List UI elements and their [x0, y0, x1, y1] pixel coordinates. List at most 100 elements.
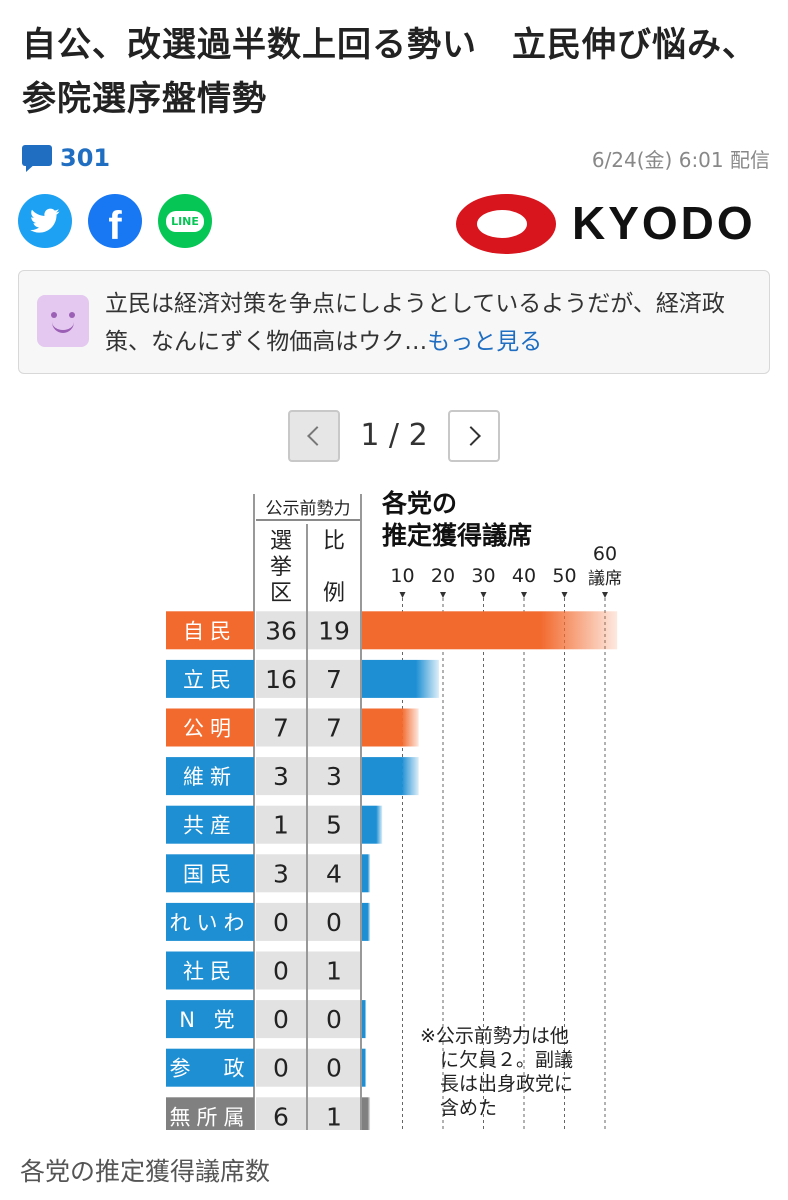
party-name: 共産 [183, 814, 237, 838]
party-name: 維新 [183, 765, 237, 789]
party-label-cell [166, 951, 254, 990]
prev-image-button[interactable] [288, 410, 340, 462]
party-label-cell [166, 1048, 254, 1087]
hirei-seats: 19 [318, 616, 350, 645]
party-name: 立民 [183, 668, 237, 692]
estimate-bar [362, 611, 618, 650]
read-more-link[interactable]: もっと見る [427, 329, 543, 355]
chart-title-line2: 推定獲得議席 [382, 521, 532, 550]
party-name: 無所属 [170, 1105, 251, 1129]
chart-note-line: ※公示前勢力は他 [420, 1025, 569, 1047]
estimate-bar [362, 757, 419, 796]
senkyoku-seats: 0 [273, 1005, 289, 1034]
hirei-seats: 0 [326, 1054, 342, 1083]
party-name: N 党 [179, 1008, 240, 1032]
header-group-label: 公示前勢力 [266, 499, 351, 519]
header-col-senkyoku-char: 挙 [270, 555, 292, 580]
party-name: 社民 [183, 960, 237, 984]
chevron-right-icon [461, 426, 481, 446]
estimate-bar [362, 1000, 367, 1039]
seat-cell [308, 1048, 360, 1087]
seat-cell [256, 1097, 306, 1130]
axis-unit-label: 議席 [588, 569, 622, 589]
party-label-cell [166, 1097, 254, 1130]
estimate-bar [362, 708, 419, 747]
summary-text: 立民は経済対策を争点にしようとしているようだが、経済政策、なんにずく物価高はウク… [105, 285, 755, 361]
seat-cell [256, 1048, 306, 1087]
senkyoku-seats: 3 [273, 762, 289, 791]
seat-cell [256, 805, 306, 844]
estimate-bar [362, 659, 439, 698]
facebook-share-button[interactable]: f [88, 194, 142, 248]
estimate-bar [362, 902, 371, 941]
header-col-hirei-char: 例 [323, 581, 345, 606]
seat-cell [256, 854, 306, 893]
seat-cell [308, 708, 360, 747]
hirei-seats: 7 [326, 665, 342, 694]
seat-cell [308, 805, 360, 844]
axis-tick-label: 40 [512, 565, 536, 587]
senkyoku-seats: 36 [265, 616, 297, 645]
comment-icon [22, 145, 52, 172]
hirei-seats: 7 [326, 714, 342, 743]
header-col-hirei-char: 比 [323, 529, 345, 554]
axis-tick-label: 30 [471, 565, 495, 587]
twitter-share-button[interactable] [18, 194, 72, 248]
header-col-senkyoku-char: 区 [270, 581, 292, 606]
kyodo-mark-icon [456, 194, 556, 254]
senkyoku-seats: 3 [273, 859, 289, 888]
line-share-button[interactable]: LINE [158, 194, 212, 248]
chart-note-line: 長は出身政党に [440, 1073, 573, 1095]
publish-date: 6/24(金) 6:01 配信 [591, 148, 770, 172]
chart-note-line: 含めた [440, 1097, 497, 1119]
image-pager: 1 / 2 [288, 410, 500, 462]
comment-link[interactable]: 301 [22, 142, 110, 174]
party-label-cell [166, 1000, 254, 1039]
senkyoku-seats: 7 [273, 714, 289, 743]
seat-cell [308, 951, 360, 990]
publisher-name: KYODO [572, 197, 756, 249]
seat-cell [256, 951, 306, 990]
axis-tick-label: 50 [552, 565, 576, 587]
seat-cell [308, 1097, 360, 1130]
seat-cell [308, 1000, 360, 1039]
seat-cell [308, 659, 360, 698]
hirei-seats: 0 [326, 908, 342, 937]
party-label-cell [166, 854, 254, 893]
seat-cell [256, 611, 306, 650]
party-label-cell [166, 805, 254, 844]
share-row: f LINE KYODO [18, 192, 770, 254]
seat-cell [308, 902, 360, 941]
axis-tick-label: 20 [431, 565, 455, 587]
party-label-cell [166, 757, 254, 796]
comment-summary-card[interactable]: 立民は経済対策を争点にしようとしているようだが、経済政策、なんにずく物価高はウク… [18, 270, 770, 374]
hirei-seats: 0 [326, 1005, 342, 1034]
senkyoku-seats: 0 [273, 908, 289, 937]
seat-cell [256, 757, 306, 796]
twitter-icon [30, 208, 60, 233]
axis-tick-marker [561, 592, 568, 598]
chevron-left-icon [307, 426, 327, 446]
party-label-cell [166, 902, 254, 941]
senkyoku-seats: 6 [273, 1102, 289, 1130]
axis-tick-marker [480, 592, 487, 598]
party-label-cell [166, 659, 254, 698]
publisher-logo: KYODO [454, 192, 770, 256]
comment-count: 301 [60, 144, 111, 172]
senkyoku-seats: 0 [273, 1054, 289, 1083]
article-title: 自公、改選過半数上回る勢い 立民伸び悩み、参院選序盤情勢 [22, 25, 757, 119]
next-image-button[interactable] [448, 410, 500, 462]
axis-tick-marker [440, 592, 446, 598]
header-col-senkyoku-char: 選 [270, 529, 292, 554]
line-icon: LINE [166, 210, 204, 232]
hirei-seats: 4 [326, 859, 342, 888]
hirei-seats: 3 [326, 762, 342, 791]
chart-title-line1: 各党の [381, 489, 457, 518]
chart-note-line: に欠員２。副議 [440, 1049, 573, 1071]
estimate-bar [362, 1097, 371, 1130]
seat-cell [256, 708, 306, 747]
party-name: 参 政 [170, 1057, 251, 1081]
hirei-seats: 5 [326, 811, 342, 840]
party-label-cell [166, 611, 254, 650]
